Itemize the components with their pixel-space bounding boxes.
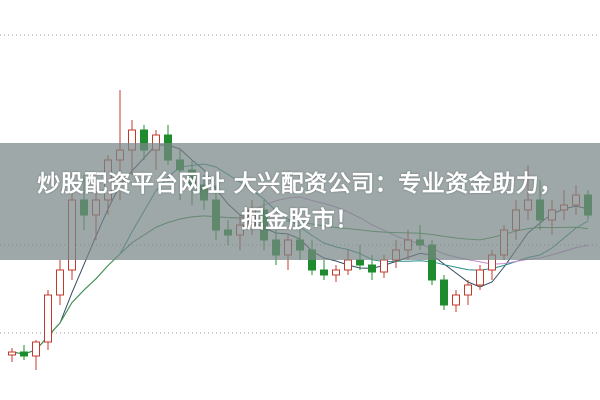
candle-body (452, 294, 460, 306)
title-line-2: 掘金股市！ (241, 206, 359, 233)
candle-body (320, 269, 328, 276)
candle-body (20, 351, 28, 357)
candle-body (56, 269, 64, 296)
candle-body (380, 259, 388, 273)
candle-body (440, 279, 448, 306)
title-banner: 炒股配资平台网址 大兴配资公司：专业资金助力， 掘金股市！ (0, 143, 600, 260)
candle-body (332, 269, 340, 276)
candle-body (44, 294, 52, 343)
candle-body (476, 269, 484, 286)
candle-body (464, 284, 472, 296)
candle-body (8, 351, 16, 356)
candle-body (32, 341, 40, 357)
candle-body (368, 264, 376, 273)
candle-body (344, 259, 352, 271)
candle-body (356, 259, 364, 266)
title-line-1: 炒股配资平台网址 大兴配资公司：专业资金助力， (37, 170, 563, 197)
